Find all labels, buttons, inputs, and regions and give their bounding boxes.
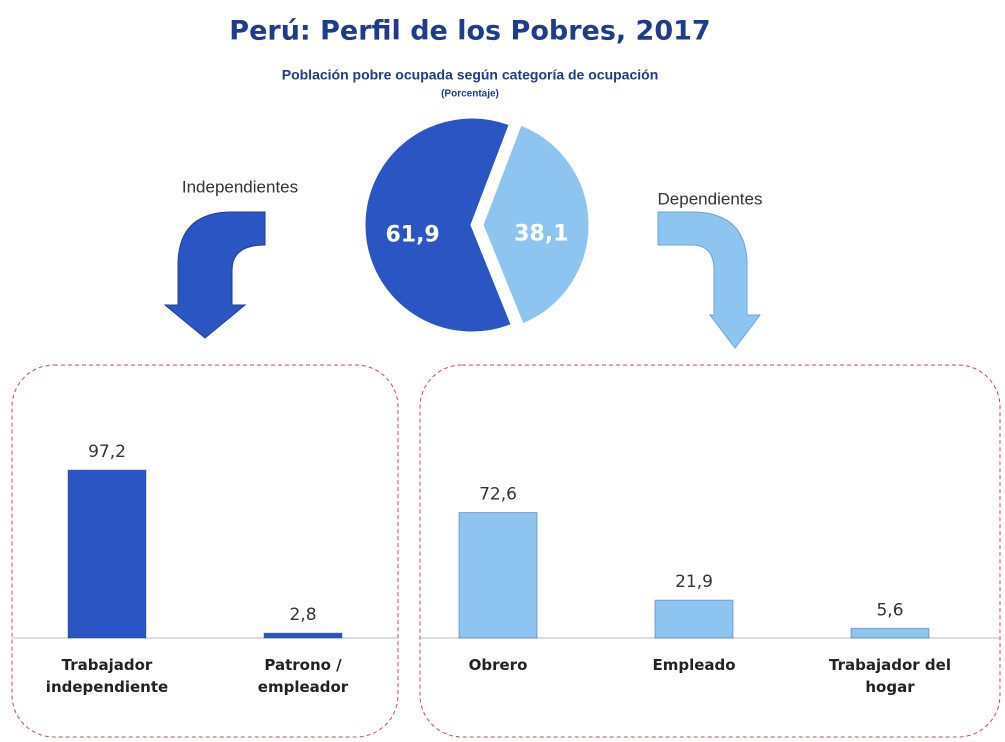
- chart-note: (Porcentaje): [441, 89, 499, 100]
- arrow-left: [163, 211, 266, 339]
- data-label: 38,1: [514, 221, 568, 246]
- bar: [67, 469, 147, 639]
- chart-title: Perú: Perfil de los Pobres, 2017: [229, 16, 710, 47]
- data-label: 2,8: [289, 605, 316, 625]
- x-tick-label: Obrero: [468, 656, 528, 674]
- annotation: Independientes: [182, 177, 298, 196]
- x-tick-label: Trabajador independiente: [45, 656, 169, 696]
- bar: [263, 632, 343, 639]
- bar: [458, 512, 538, 639]
- group-box: [419, 364, 1001, 738]
- x-tick-label: Empleado: [652, 656, 736, 674]
- pie-slice: [362, 115, 515, 335]
- data-label: 97,2: [88, 442, 126, 462]
- data-label: 5,6: [876, 600, 903, 620]
- data-label: 61,9: [385, 223, 439, 248]
- data-label: 72,6: [479, 485, 517, 505]
- chart-subtitle: Población pobre ocupada según categoría …: [282, 67, 659, 83]
- pie-slice: [480, 122, 592, 327]
- group-box: [11, 364, 399, 738]
- x-tick-label: Patrono / empleador: [257, 656, 349, 696]
- data-label: 21,9: [675, 572, 713, 592]
- arrow-right: [657, 211, 762, 349]
- bar: [654, 599, 734, 639]
- x-tick-label: Trabajador del hogar: [829, 656, 951, 696]
- annotation: Dependientes: [658, 189, 763, 208]
- bar: [850, 627, 930, 639]
